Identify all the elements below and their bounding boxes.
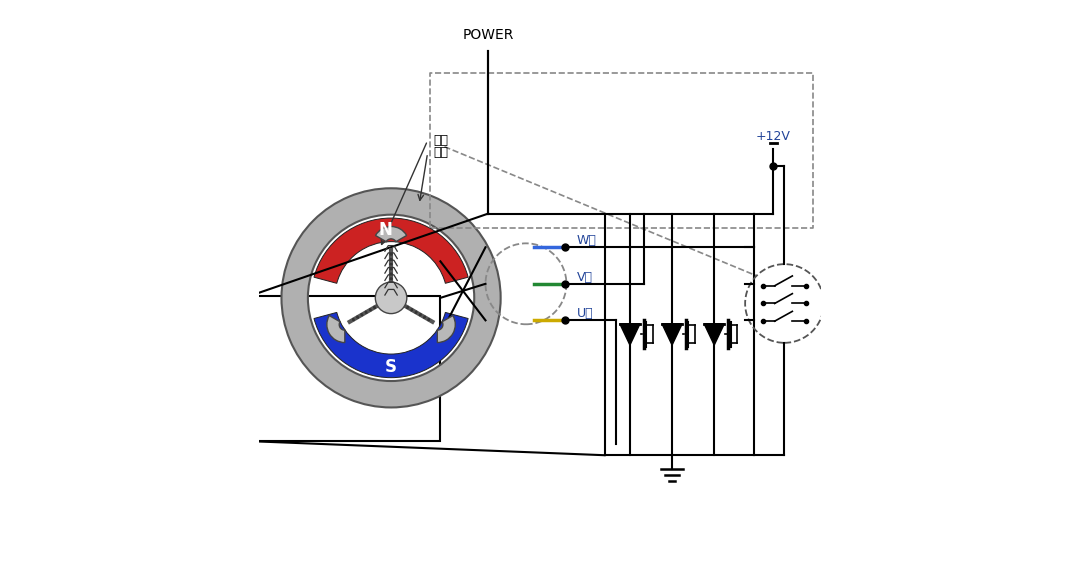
Wedge shape <box>314 312 468 378</box>
Text: N: N <box>378 221 392 239</box>
Polygon shape <box>620 324 640 345</box>
Text: V相: V相 <box>577 270 593 284</box>
Wedge shape <box>437 316 456 343</box>
Wedge shape <box>314 218 468 283</box>
Wedge shape <box>376 226 407 242</box>
Polygon shape <box>662 324 683 345</box>
Text: S: S <box>386 358 397 376</box>
Text: POWER: POWER <box>462 28 514 42</box>
Polygon shape <box>704 324 725 345</box>
Text: W相: W相 <box>577 234 596 247</box>
Circle shape <box>376 282 407 314</box>
Wedge shape <box>282 188 501 407</box>
Text: 定子: 定子 <box>433 146 448 160</box>
Bar <box>247 296 441 441</box>
Text: 转子: 转子 <box>433 134 448 147</box>
Text: U相: U相 <box>577 307 593 320</box>
Wedge shape <box>327 316 345 343</box>
Text: +12V: +12V <box>756 130 791 143</box>
